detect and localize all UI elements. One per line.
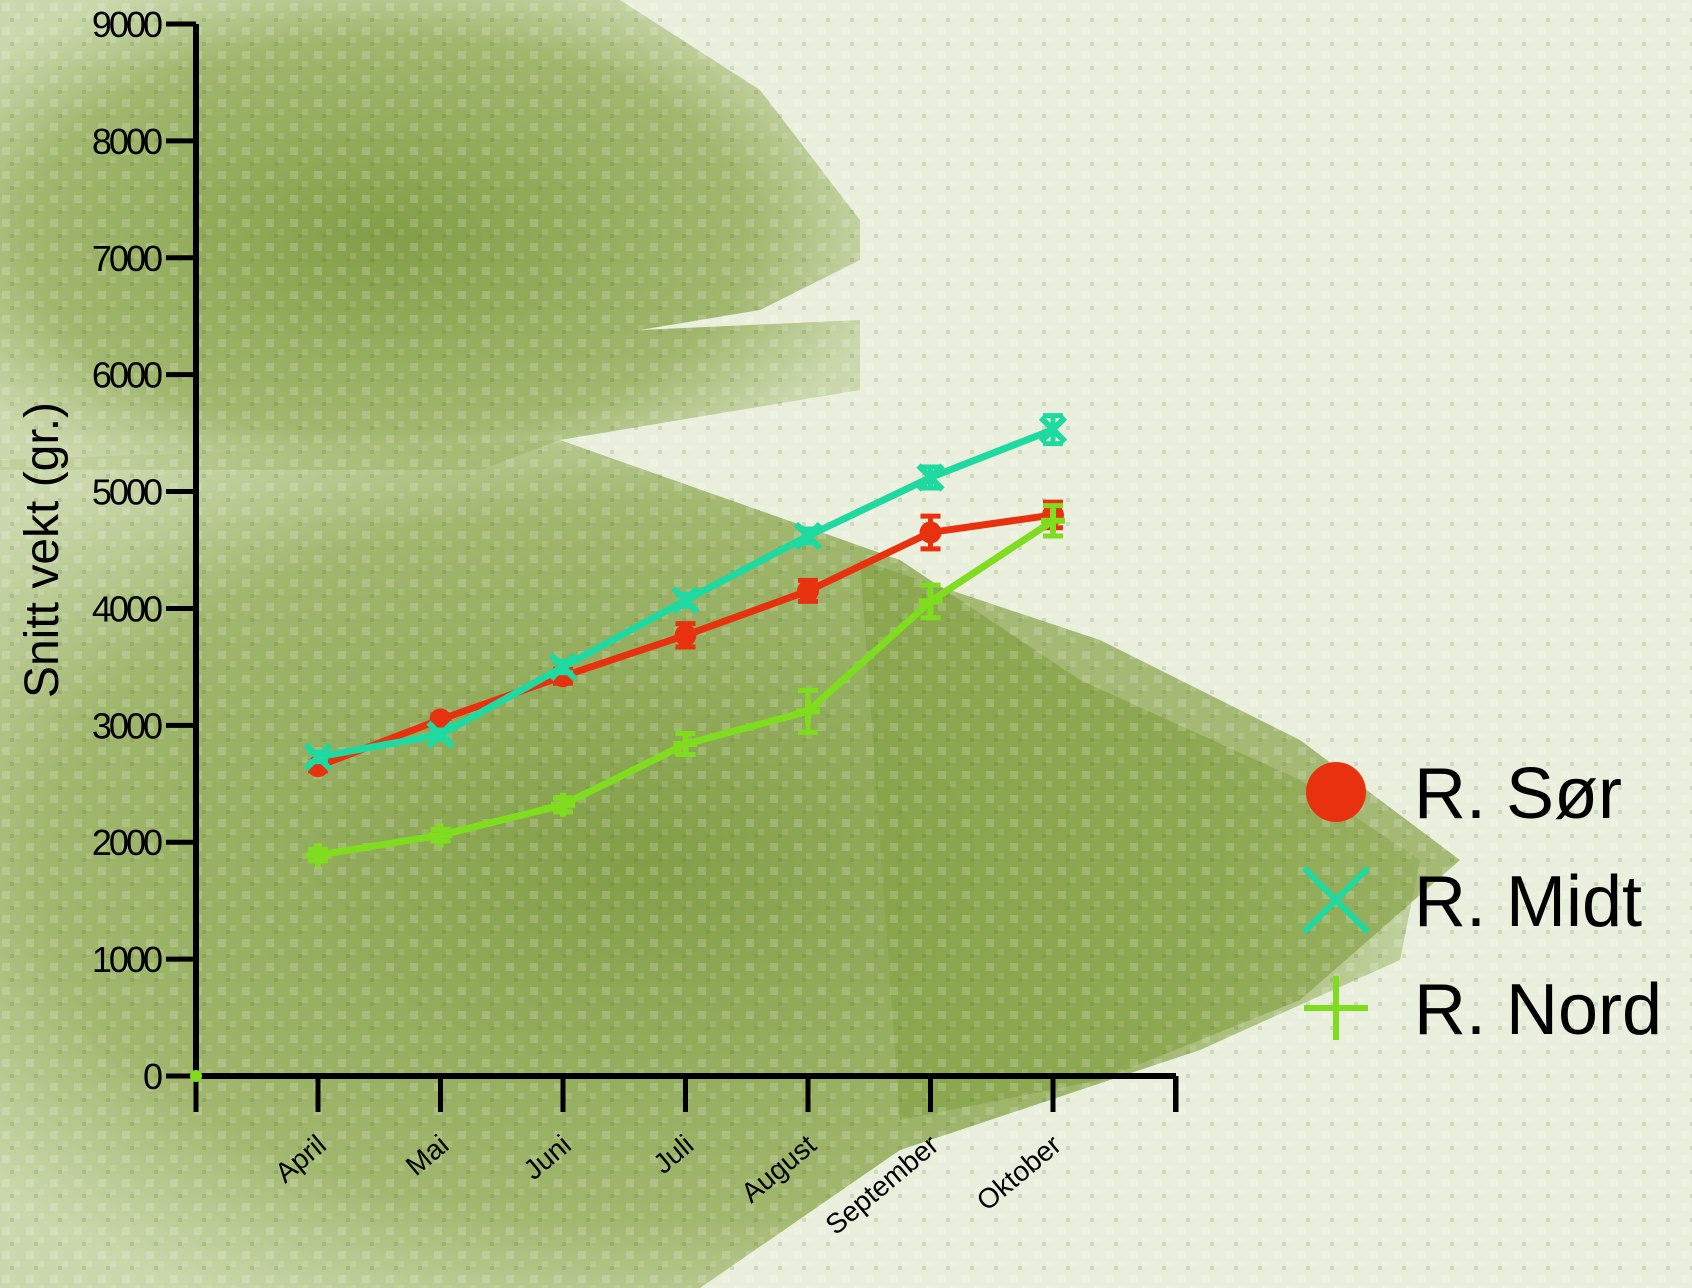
data-point-stroke [303,742,333,772]
series-1 [307,499,1064,778]
y-tick-label: 2000 [92,822,162,863]
legend-item: R. Midt [1301,862,1642,942]
data-point [793,521,823,551]
y-axis-label: Snitt vekt (gr.) [16,402,69,698]
data-point-stroke [916,463,945,492]
legend-item: R. Sør [1306,754,1622,834]
data-point [426,720,455,749]
data-point [797,579,819,602]
plot-area: 0 1000 2000 3000 4000 5000 6000 7000 8000 9000 Sni… [16,4,1179,1241]
legend-marker [1304,976,1368,1040]
legend-label: R. Sør [1414,754,1622,834]
y-tick-label: 0 [143,1056,162,1097]
data-point [673,732,698,757]
series-3 [306,503,1065,868]
data-point [918,589,943,614]
data-point-stroke [671,586,700,615]
origin-marker [190,1070,202,1082]
data-point-stroke [793,521,823,551]
data-point [916,463,945,492]
y-tick-label: 7000 [92,238,162,279]
data-point [796,699,820,724]
data-point [428,823,453,848]
y-tick-label: 3000 [92,705,162,746]
data-point [306,843,330,868]
data-point [919,521,942,544]
data-point-stroke [426,720,455,749]
series-2 [303,413,1068,772]
y-tick-label: 5000 [92,472,162,513]
data-point [674,624,697,647]
legend: R. Sør R. Midt R. Nord [1301,754,1662,1050]
legend-label: R. Nord [1414,970,1662,1050]
data-point-stroke [1038,415,1068,444]
data-point-stroke [548,652,578,682]
data-point [303,742,333,772]
legend-label: R. Midt [1414,862,1642,942]
y-tick-label: 4000 [92,588,162,629]
legend-marker-stroke [1301,865,1371,935]
data-point [671,586,700,615]
legend-marker [1301,865,1371,935]
legend-item: R. Nord [1304,970,1662,1050]
y-tick-label: 6000 [92,355,162,396]
data-point [1041,508,1065,533]
y-tick-label: 9000 [92,4,162,45]
y-tick-label: 8000 [92,121,162,162]
legend-marker [1306,762,1366,822]
data-point [548,652,578,682]
data-point [551,792,575,817]
y-tick-label: 1000 [92,939,162,980]
data-point [1038,415,1068,444]
